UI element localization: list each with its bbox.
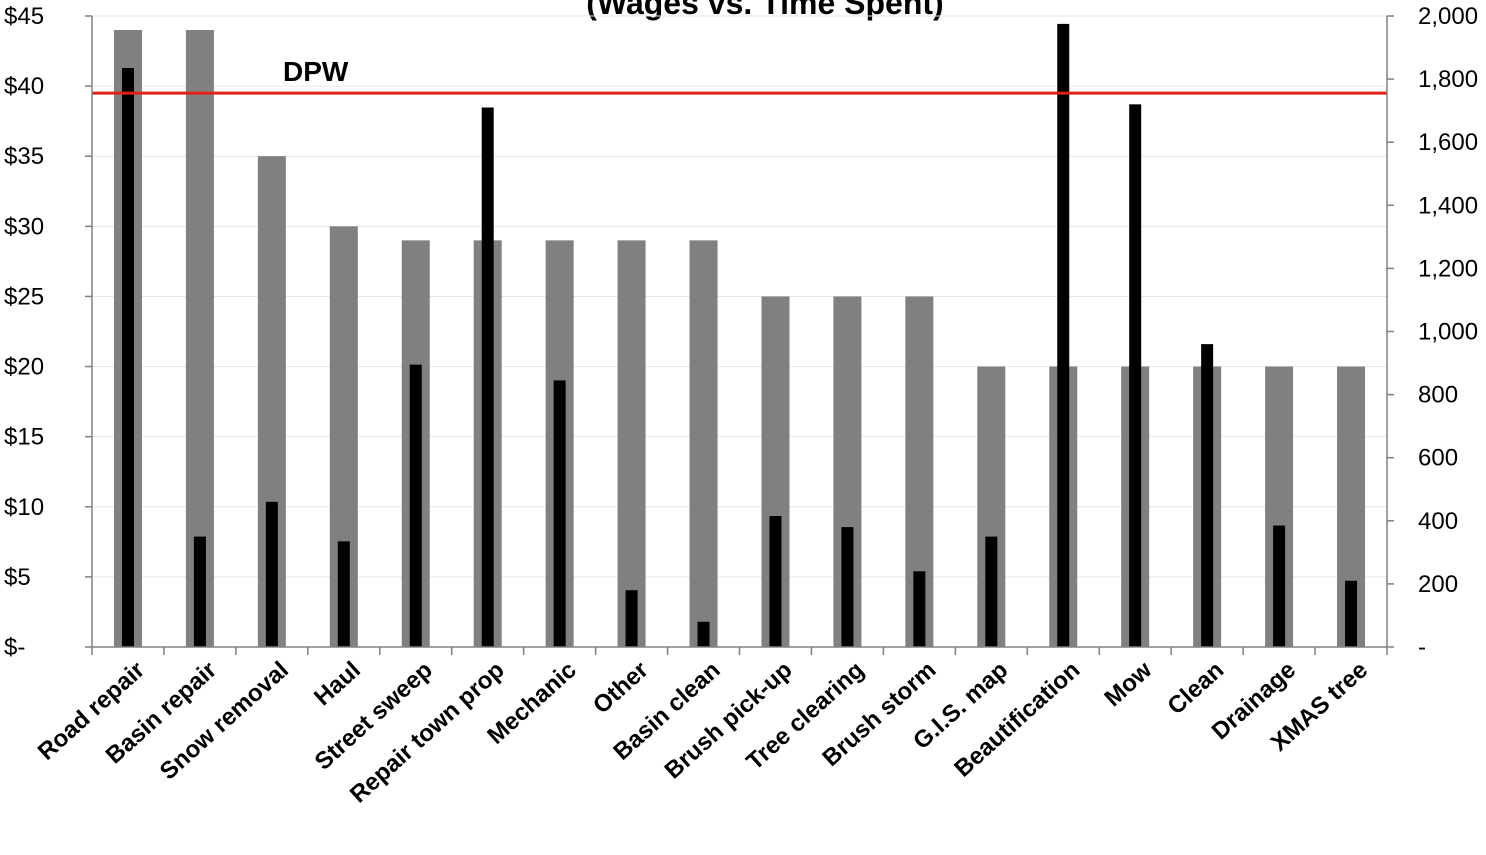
time-bar: [553, 380, 566, 647]
time-bar: [1201, 344, 1214, 647]
time-bar: [1057, 23, 1070, 647]
right-tick-label: 200: [1418, 571, 1458, 598]
time-bar: [337, 541, 350, 647]
left-tick-label: $-: [4, 634, 25, 661]
time-bar: [409, 364, 422, 647]
time-bars: [121, 23, 1358, 648]
left-tick-label: $40: [4, 73, 44, 100]
right-axis-ticks: - 200 400 600 800 1,000 1,200 1,400 1,600 1,800 2,…: [1387, 3, 1478, 661]
axes: [91, 16, 1388, 655]
left-axis-ticks: $- $5 $10 $15 $20 $25 $30 $35 $40 $45: [4, 3, 92, 661]
right-tick-label: 1,600: [1418, 129, 1478, 156]
time-bar: [265, 501, 278, 647]
left-tick-label: $15: [4, 424, 44, 451]
left-tick-label: $30: [4, 213, 44, 240]
category-label: Clean: [1163, 656, 1230, 720]
reference-line-group: DPW: [92, 56, 1387, 95]
wage-bar: [689, 240, 718, 647]
wage-bar: [617, 240, 646, 647]
time-bar: [1129, 104, 1142, 648]
left-tick-label: $35: [4, 143, 44, 170]
right-tick-label: 1,000: [1418, 319, 1478, 346]
wage-bars: [113, 30, 1366, 648]
time-bar: [481, 107, 494, 648]
right-tick-label: 1,200: [1418, 255, 1478, 282]
left-tick-label: $5: [4, 564, 31, 591]
time-bar: [697, 621, 710, 647]
left-tick-label: $20: [4, 354, 44, 381]
time-bar: [769, 516, 782, 647]
time-bar: [625, 590, 638, 647]
category-label: Haul: [309, 656, 366, 711]
chart-title: (Wages vs. Time Spent): [586, 0, 943, 21]
right-tick-label: 800: [1418, 382, 1458, 409]
time-bar: [985, 536, 998, 647]
time-bar: [841, 527, 854, 647]
left-tick-label: $45: [4, 3, 44, 30]
time-bar: [193, 536, 206, 647]
time-bar: [913, 571, 926, 647]
gridlines: [92, 15, 1387, 578]
reference-line-label: DPW: [283, 56, 349, 87]
right-tick-label: 400: [1418, 508, 1458, 535]
right-tick-label: 2,000: [1418, 3, 1478, 30]
category-label: Snow removal: [155, 656, 294, 785]
category-label: Mow: [1100, 656, 1158, 712]
time-bar: [121, 68, 134, 648]
right-tick-label: 1,800: [1418, 66, 1478, 93]
right-tick-label: 1,400: [1418, 192, 1478, 219]
right-tick-label: 600: [1418, 445, 1458, 472]
right-tick-label: -: [1418, 634, 1426, 661]
time-bar: [1345, 580, 1358, 647]
time-bar: [1273, 525, 1286, 647]
left-tick-label: $10: [4, 494, 44, 521]
left-tick-label: $25: [4, 283, 44, 310]
category-label: Other: [588, 656, 654, 719]
category-label: Brush pick-up: [660, 656, 798, 784]
category-label: Beautification: [949, 656, 1085, 782]
